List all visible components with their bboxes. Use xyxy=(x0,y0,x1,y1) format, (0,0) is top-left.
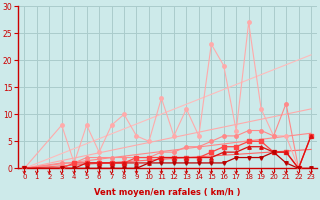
X-axis label: Vent moyen/en rafales ( km/h ): Vent moyen/en rafales ( km/h ) xyxy=(94,188,241,197)
